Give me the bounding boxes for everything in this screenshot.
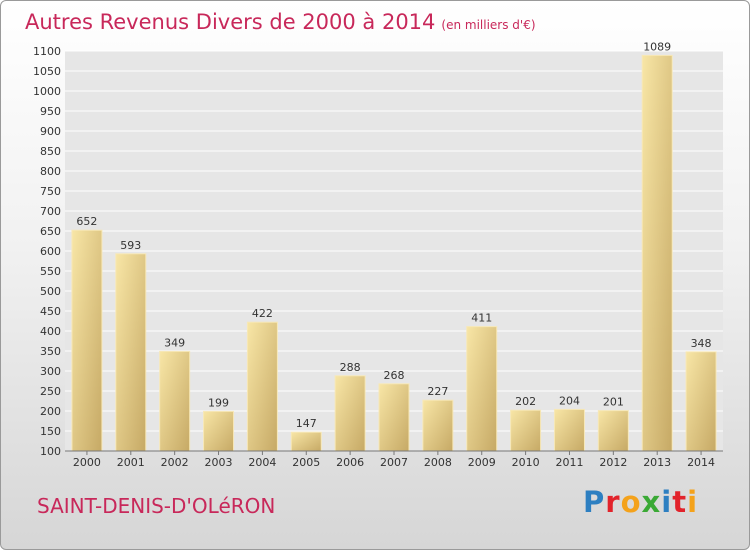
bar — [553, 408, 585, 452]
logo-letter: i — [661, 485, 673, 519]
chart-subtitle: (en milliers d'€) — [441, 18, 536, 32]
data-label: 147 — [296, 417, 317, 430]
y-tick-label: 950 — [40, 105, 61, 118]
data-label: 288 — [340, 361, 361, 374]
bar — [378, 383, 410, 452]
bar — [466, 326, 498, 452]
bar — [685, 351, 717, 452]
y-tick-label: 1100 — [33, 45, 61, 58]
data-label: 268 — [384, 369, 405, 382]
y-tick-label: 100 — [40, 445, 61, 458]
x-axis-ticks: 2000 2001 2002 2003 2004 2005 2006 2007 2008 2009… — [73, 451, 715, 469]
y-tick-label: 250 — [40, 385, 61, 398]
logo-letter: i — [687, 485, 699, 519]
bar — [334, 375, 366, 452]
y-tick-label: 200 — [40, 405, 61, 418]
data-label: 349 — [164, 336, 185, 349]
data-label: 411 — [471, 312, 492, 325]
x-tick-label: 2008 — [424, 456, 452, 469]
logo-letter: t — [672, 485, 688, 519]
bar — [422, 399, 454, 452]
logo-letter: o — [620, 485, 642, 519]
data-label: 652 — [76, 215, 97, 228]
y-axis-ticks: 100 150 200 250 300 350 400 450 500 550 600 650 700 7… — [33, 45, 61, 458]
y-tick-label: 650 — [40, 225, 61, 238]
x-tick-label: 2005 — [292, 456, 320, 469]
bar — [115, 253, 147, 452]
y-tick-label: 900 — [40, 125, 61, 138]
y-tick-label: 700 — [40, 205, 61, 218]
y-tick-label: 600 — [40, 245, 61, 258]
y-tick-label: 1000 — [33, 85, 61, 98]
y-tick-label: 450 — [40, 305, 61, 318]
x-tick-label: 2009 — [468, 456, 496, 469]
proxiti-logo: Proxiti — [583, 485, 698, 519]
data-label: 593 — [120, 239, 141, 252]
bar — [159, 350, 191, 452]
x-tick-label: 2000 — [73, 456, 101, 469]
data-label: 204 — [559, 394, 580, 407]
data-label: 1089 — [643, 40, 671, 53]
x-tick-label: 2012 — [599, 456, 627, 469]
data-label: 348 — [691, 337, 712, 350]
logo-letter: r — [605, 485, 621, 519]
y-tick-label: 1050 — [33, 65, 61, 78]
bar — [597, 410, 629, 452]
chart-title-text: Autres Revenus Divers de 2000 à 2014 — [25, 10, 436, 34]
y-tick-label: 800 — [40, 165, 61, 178]
logo-letter: x — [641, 485, 662, 519]
x-tick-label: 2004 — [248, 456, 276, 469]
logo-letter: P — [583, 485, 606, 519]
y-tick-label: 350 — [40, 345, 61, 358]
x-tick-label: 2006 — [336, 456, 364, 469]
data-label: 202 — [515, 395, 536, 408]
x-tick-label: 2007 — [380, 456, 408, 469]
x-tick-label: 2002 — [161, 456, 189, 469]
city-name: SAINT-DENIS-D'OLéRON — [37, 494, 276, 518]
y-tick-label: 400 — [40, 325, 61, 338]
y-tick-label: 750 — [40, 185, 61, 198]
x-tick-label: 2003 — [205, 456, 233, 469]
x-tick-label: 2011 — [555, 456, 583, 469]
data-label: 227 — [427, 385, 448, 398]
bar — [290, 431, 322, 452]
y-tick-label: 550 — [40, 265, 61, 278]
bar — [641, 54, 673, 452]
chart-title: Autres Revenus Divers de 2000 à 2014 (en … — [25, 10, 536, 34]
data-label: 422 — [252, 307, 273, 320]
x-tick-label: 2014 — [687, 456, 715, 469]
data-label: 201 — [603, 396, 624, 409]
bar — [510, 409, 542, 452]
bar — [71, 229, 103, 452]
bar — [246, 321, 278, 452]
data-label: 199 — [208, 396, 229, 409]
y-tick-label: 500 — [40, 285, 61, 298]
y-tick-label: 300 — [40, 365, 61, 378]
x-tick-label: 2013 — [643, 456, 671, 469]
bars — [71, 54, 717, 452]
y-tick-label: 150 — [40, 425, 61, 438]
value-labels: 652 593 349 199 422 147 288 268 227 411 202 204 201 1… — [76, 40, 711, 430]
x-tick-label: 2010 — [512, 456, 540, 469]
y-tick-label: 850 — [40, 145, 61, 158]
bar — [203, 410, 235, 452]
x-tick-label: 2001 — [117, 456, 145, 469]
